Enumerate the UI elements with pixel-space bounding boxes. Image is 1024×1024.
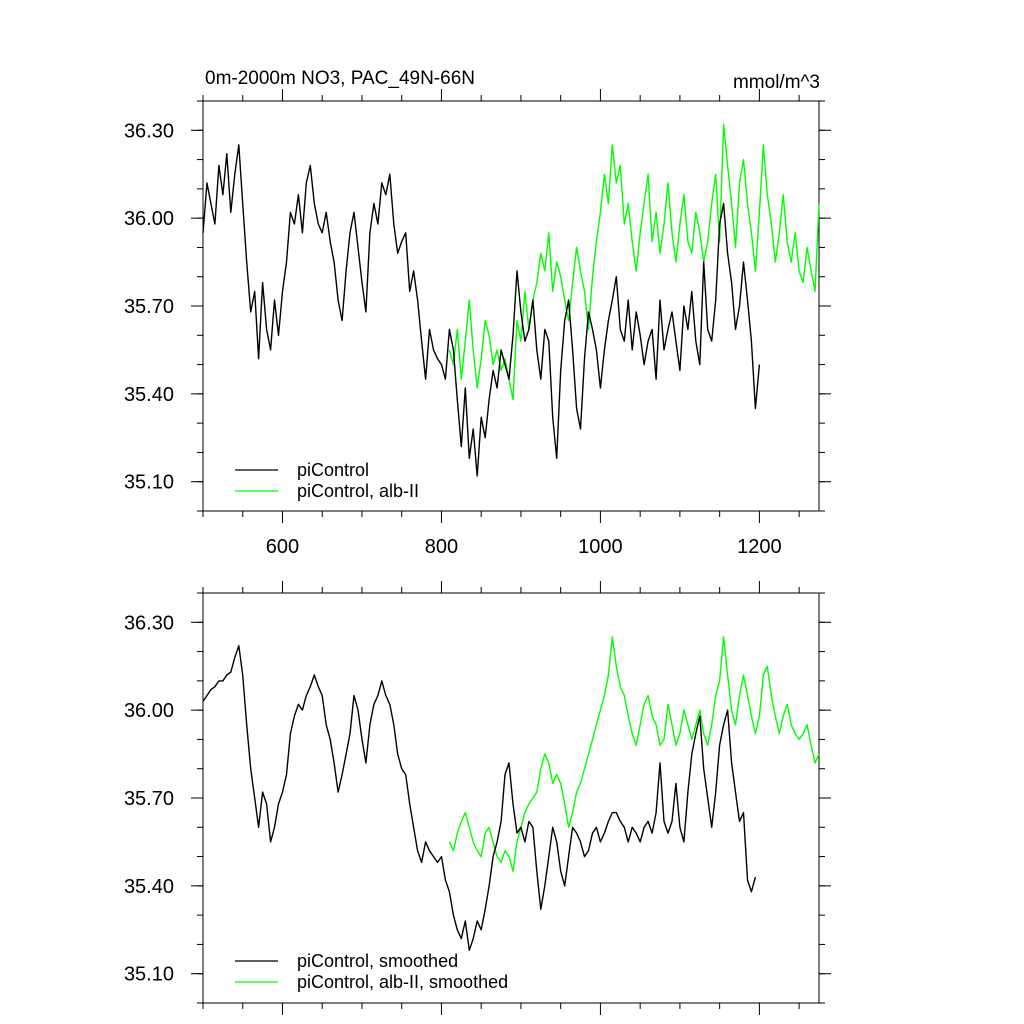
top-panel-y-tick-labels: 35.10 35.40 35.70 36.00 36.30 [124, 120, 174, 493]
top-series-line-picontrol-alb-ii [448, 123, 820, 401]
legend-label-alb-ii: piControl, alb-II [297, 481, 419, 501]
top-y-tick-label: 35.40 [124, 384, 174, 406]
legend-label-picontrol-smoothed: piControl, smoothed [297, 951, 458, 971]
top-x-tick-label: 1000 [578, 536, 623, 558]
top-y-tick-label: 35.70 [124, 296, 174, 318]
bottom-panel-legend: piControl, smoothed piControl, alb-II, s… [235, 951, 508, 992]
bottom-plot-frame [202, 592, 820, 1004]
top-panel: 0m-2000m NO3, PAC_49N-66N mmol/m^3 35.10… [124, 68, 831, 558]
bottom-y-tick-label: 35.40 [124, 876, 174, 898]
bottom-panel-y-tick-labels: 35.10 35.40 35.70 36.00 36.30 [124, 612, 174, 985]
bottom-series-line-picontrol-smoothed [202, 645, 757, 951]
legend-label-picontrol: piControl [297, 460, 369, 480]
top-panel-series [202, 123, 820, 477]
top-y-tick-label: 35.10 [124, 472, 174, 494]
top-panel-x-tick-labels: 600 800 1000 1200 [266, 536, 782, 558]
top-panel-title: 0m-2000m NO3, PAC_49N-66N [205, 68, 475, 89]
top-y-tick-label: 36.00 [124, 208, 174, 230]
bottom-panel-series [202, 636, 820, 951]
bottom-y-tick-label: 35.70 [124, 788, 174, 810]
bottom-panel-ticks [191, 581, 831, 1015]
bottom-y-tick-label: 36.30 [124, 612, 174, 634]
top-x-tick-label: 600 [266, 536, 299, 558]
top-panel-legend: piControl piControl, alb-II [235, 460, 419, 501]
legend-label-alb-ii-smoothed: piControl, alb-II, smoothed [297, 972, 508, 992]
bottom-y-tick-label: 36.00 [124, 700, 174, 722]
top-y-tick-label: 36.30 [124, 120, 174, 142]
top-plot-frame [202, 100, 820, 512]
top-panel-ticks [191, 89, 831, 523]
top-x-tick-label: 1200 [737, 536, 782, 558]
bottom-series-line-picontrol-alb-ii-smoothed [448, 636, 820, 872]
bottom-y-tick-label: 35.10 [124, 964, 174, 986]
top-panel-units: mmol/m^3 [733, 72, 820, 93]
top-x-tick-label: 800 [425, 536, 458, 558]
top-series-line-picontrol [202, 144, 761, 477]
bottom-panel: 35.10 35.40 35.70 36.00 36.30 piControl, smo… [124, 581, 831, 1015]
